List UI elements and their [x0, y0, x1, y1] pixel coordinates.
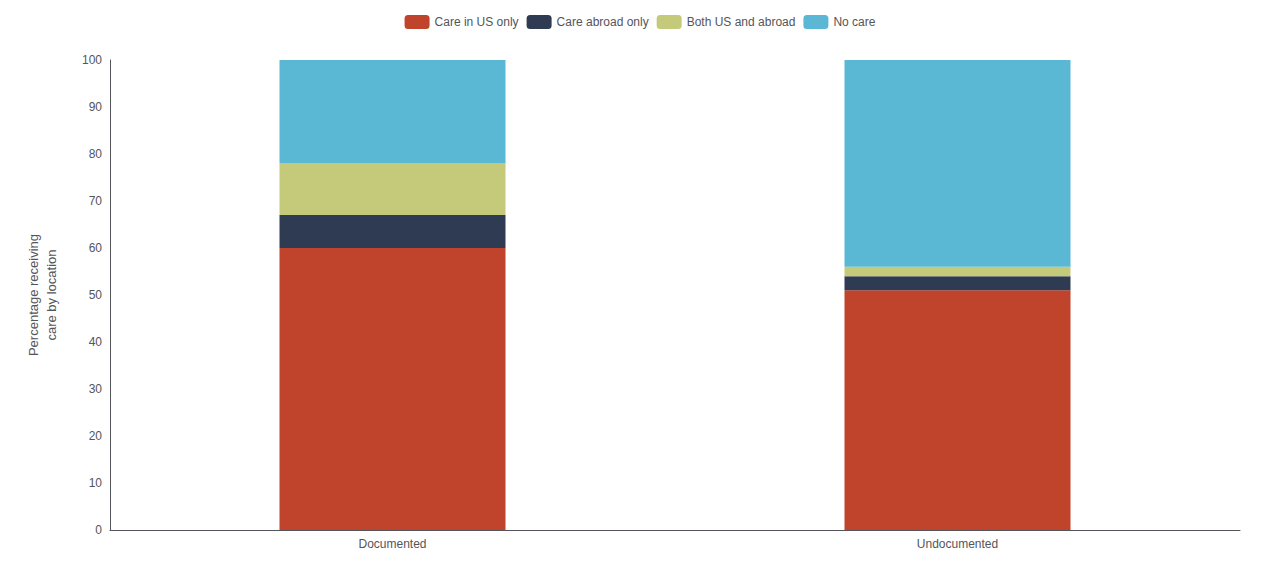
svg-text:80: 80: [89, 147, 103, 161]
svg-text:90: 90: [89, 100, 103, 114]
svg-text:0: 0: [95, 523, 102, 537]
svg-text:30: 30: [89, 382, 103, 396]
svg-text:10: 10: [89, 476, 103, 490]
svg-text:No care: No care: [833, 15, 875, 29]
svg-text:50: 50: [89, 288, 103, 302]
svg-text:care by location: care by location: [44, 249, 59, 340]
svg-text:Documented: Documented: [358, 537, 426, 551]
svg-text:Both US and abroad: Both US and abroad: [687, 15, 796, 29]
svg-text:40: 40: [89, 335, 103, 349]
svg-text:Undocumented: Undocumented: [917, 537, 998, 551]
svg-text:Care in US only: Care in US only: [435, 15, 519, 29]
svg-text:60: 60: [89, 241, 103, 255]
svg-text:Percentage receiving: Percentage receiving: [26, 234, 41, 356]
svg-text:70: 70: [89, 194, 103, 208]
svg-text:20: 20: [89, 429, 103, 443]
svg-text:100: 100: [82, 53, 102, 67]
svg-text:Care abroad only: Care abroad only: [557, 15, 649, 29]
